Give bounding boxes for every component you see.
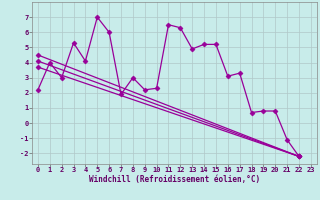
X-axis label: Windchill (Refroidissement éolien,°C): Windchill (Refroidissement éolien,°C) xyxy=(89,175,260,184)
